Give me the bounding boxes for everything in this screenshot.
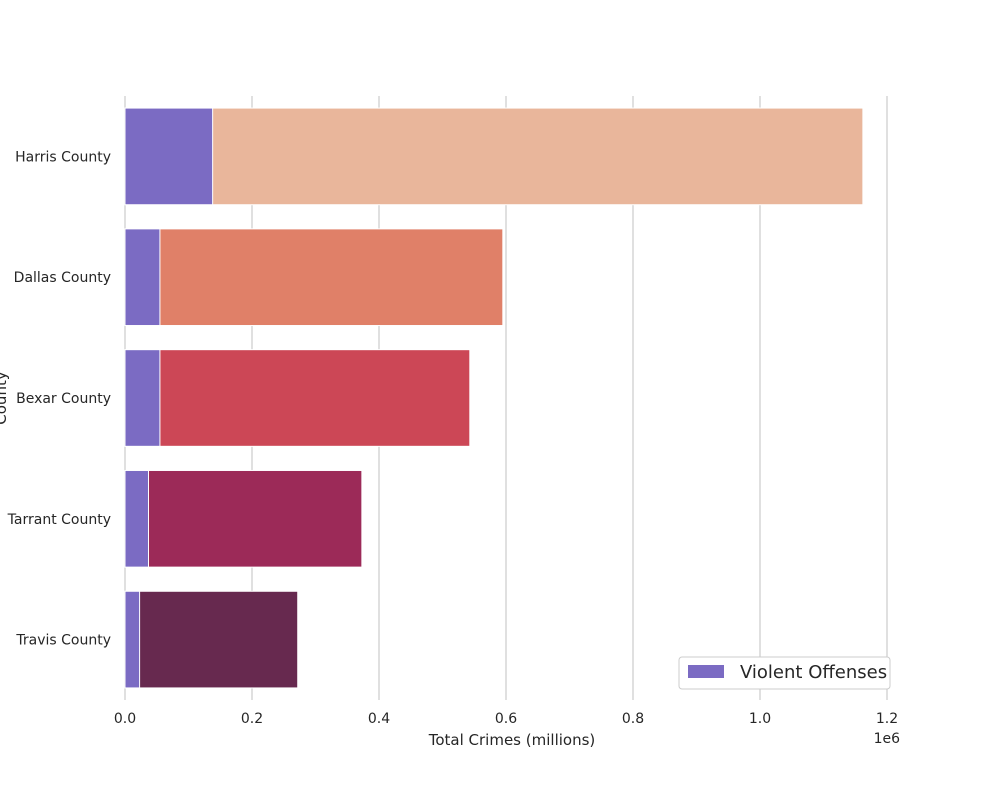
y-tick-label: Dallas County: [14, 270, 111, 286]
violent-bar: [124, 228, 161, 327]
total-bar: [124, 228, 504, 327]
y-tick-labels: Harris County Dallas County Bexar County Ta…: [7, 149, 111, 648]
y-tick-label: Tarrant County: [7, 512, 111, 528]
violent-bar: [124, 349, 161, 447]
x-tick-label: 1.0: [749, 711, 771, 727]
total-bars: [124, 107, 864, 689]
x-axis-label: Total Crimes (millions): [428, 731, 596, 749]
total-bar: [124, 107, 864, 206]
x-tick-label: 0.4: [368, 711, 390, 727]
total-bar: [124, 469, 363, 568]
y-tick-label: Bexar County: [16, 391, 111, 407]
violent-bars: [124, 107, 214, 689]
x-tick-label: 0.8: [622, 711, 644, 727]
legend: Violent Offenses: [678, 656, 891, 690]
x-tick-label: 1.2: [876, 711, 898, 727]
violent-bar: [124, 107, 214, 206]
violent-bar: [124, 590, 141, 689]
x-tick-labels: 0.0 0.2 0.4 0.6 0.8 1.0 1.2: [114, 711, 898, 727]
x-offset-text: 1e6: [874, 731, 901, 747]
violent-bar: [124, 469, 149, 568]
legend-frame: [678, 656, 891, 690]
legend-label: Violent Offenses: [740, 662, 887, 683]
total-bar: [124, 590, 299, 689]
legend-swatch: [688, 665, 724, 678]
y-tick-label: Travis County: [15, 633, 111, 649]
total-bar: [124, 349, 471, 447]
y-axis-label: County: [0, 371, 10, 425]
x-tick-label: 0.0: [114, 711, 136, 727]
x-tick-label: 0.6: [495, 711, 517, 727]
y-tick-label: Harris County: [15, 149, 111, 165]
x-tick-label: 0.2: [241, 711, 263, 727]
